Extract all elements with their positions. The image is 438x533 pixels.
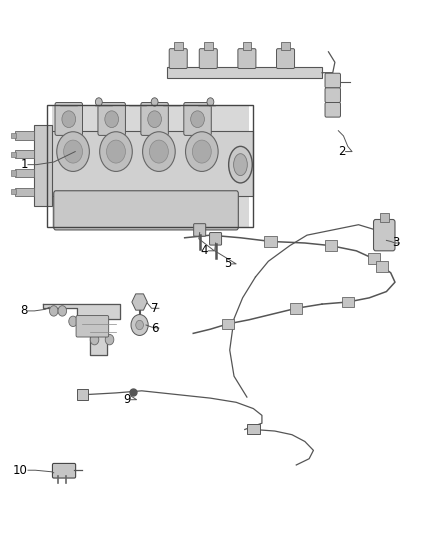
Bar xyxy=(15,169,35,177)
Bar xyxy=(11,171,16,175)
Bar xyxy=(15,131,35,140)
Bar xyxy=(11,151,16,157)
FancyBboxPatch shape xyxy=(238,49,256,69)
Text: 5: 5 xyxy=(225,257,232,270)
Bar xyxy=(243,42,251,50)
Circle shape xyxy=(106,140,125,163)
FancyBboxPatch shape xyxy=(325,73,340,88)
Circle shape xyxy=(192,140,211,163)
Text: 10: 10 xyxy=(13,464,28,477)
Ellipse shape xyxy=(191,111,205,127)
Bar xyxy=(281,42,290,50)
Bar xyxy=(247,424,260,434)
Text: 1: 1 xyxy=(21,158,28,171)
Circle shape xyxy=(69,316,78,327)
Bar xyxy=(265,236,276,247)
FancyBboxPatch shape xyxy=(199,49,217,69)
Bar xyxy=(78,389,88,400)
Circle shape xyxy=(95,98,102,106)
Polygon shape xyxy=(43,304,120,356)
Text: 9: 9 xyxy=(124,393,131,406)
Bar xyxy=(11,133,16,138)
Ellipse shape xyxy=(233,154,247,175)
Circle shape xyxy=(90,334,99,345)
Circle shape xyxy=(151,98,158,106)
Bar xyxy=(367,254,380,264)
Bar xyxy=(167,67,322,78)
Bar xyxy=(342,297,354,307)
Bar xyxy=(174,42,183,50)
FancyBboxPatch shape xyxy=(53,463,76,478)
Text: 2: 2 xyxy=(338,145,346,158)
Bar xyxy=(380,213,389,222)
Text: 4: 4 xyxy=(201,244,208,257)
FancyBboxPatch shape xyxy=(98,102,125,135)
Ellipse shape xyxy=(105,111,119,127)
Circle shape xyxy=(149,140,168,163)
FancyBboxPatch shape xyxy=(276,49,294,69)
Circle shape xyxy=(58,306,67,316)
FancyBboxPatch shape xyxy=(325,88,340,102)
Circle shape xyxy=(57,132,89,172)
Bar xyxy=(47,131,253,196)
FancyBboxPatch shape xyxy=(209,232,222,245)
Ellipse shape xyxy=(229,147,252,183)
Bar xyxy=(222,319,233,329)
Circle shape xyxy=(186,132,218,172)
FancyBboxPatch shape xyxy=(55,102,82,135)
FancyBboxPatch shape xyxy=(325,102,340,117)
FancyBboxPatch shape xyxy=(54,191,238,230)
Ellipse shape xyxy=(62,111,76,127)
Bar xyxy=(325,240,337,251)
Circle shape xyxy=(105,334,114,345)
Bar xyxy=(15,188,35,196)
Circle shape xyxy=(131,314,148,335)
Bar xyxy=(290,303,302,313)
FancyBboxPatch shape xyxy=(52,104,249,228)
FancyBboxPatch shape xyxy=(76,316,109,337)
Ellipse shape xyxy=(148,111,162,127)
Bar xyxy=(11,189,16,195)
Bar xyxy=(204,42,212,50)
Bar xyxy=(47,104,253,228)
Circle shape xyxy=(49,306,58,316)
Bar xyxy=(376,261,388,272)
FancyBboxPatch shape xyxy=(141,102,168,135)
Circle shape xyxy=(207,98,214,106)
Circle shape xyxy=(136,320,144,330)
FancyBboxPatch shape xyxy=(194,224,206,236)
Text: 8: 8 xyxy=(21,304,28,317)
Text: 3: 3 xyxy=(392,237,399,249)
Circle shape xyxy=(143,132,175,172)
FancyBboxPatch shape xyxy=(374,220,395,251)
Text: 6: 6 xyxy=(152,321,159,335)
Bar xyxy=(15,150,35,158)
Circle shape xyxy=(64,140,82,163)
Bar xyxy=(35,125,52,206)
Text: 7: 7 xyxy=(152,302,159,315)
Circle shape xyxy=(100,132,132,172)
FancyBboxPatch shape xyxy=(169,49,187,69)
FancyBboxPatch shape xyxy=(184,102,211,135)
